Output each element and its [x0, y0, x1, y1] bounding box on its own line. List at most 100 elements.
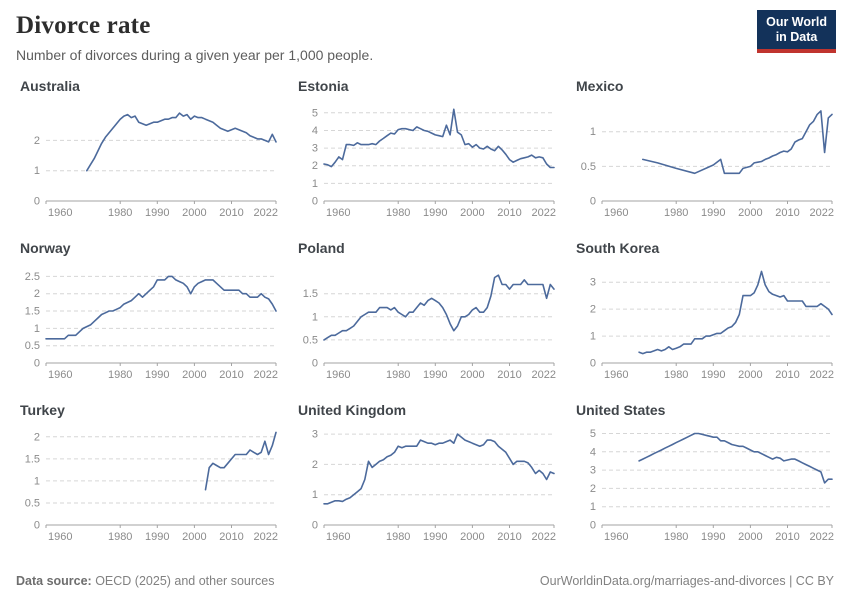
trend-line [638, 270, 833, 355]
x-tick-label: 1960 [48, 531, 72, 543]
y-tick-label: 1.5 [303, 288, 318, 300]
chart-title: Poland [298, 240, 345, 256]
trend-line [323, 433, 555, 505]
x-tick-label: 1960 [604, 207, 628, 219]
trend-line [204, 431, 277, 491]
y-tick-label: 1 [590, 501, 596, 513]
x-tick-label: 2022 [532, 369, 556, 381]
x-tick-label: 2000 [738, 207, 762, 219]
chart-title: Estonia [298, 78, 349, 94]
x-tick-label: 2000 [738, 531, 762, 543]
x-tick-label: 2022 [254, 207, 278, 219]
x-tick-label: 1980 [386, 531, 410, 543]
y-tick-label: 1.5 [25, 453, 40, 465]
chart-canvas: 0 1 2 3 1960 1980 1990 2000 2010 2022 [312, 429, 556, 543]
x-tick-label: 1990 [701, 207, 725, 219]
x-tick-label: 2010 [775, 369, 799, 381]
data-source-note: Data source: OECD (2025) and other sourc… [16, 574, 274, 588]
y-tick-label: 0 [590, 358, 596, 370]
x-tick-label: 1990 [423, 207, 447, 219]
x-tick-label: 1960 [48, 207, 72, 219]
data-source-label: Data source: [16, 574, 92, 588]
chart-canvas: 0 1 2 3 4 5 1960 1980 1990 2000 2010 2022 [312, 107, 556, 219]
y-tick-label: 0 [34, 358, 40, 370]
y-tick-label: 2 [34, 135, 40, 147]
x-tick-label: 2010 [219, 369, 243, 381]
trend-line [638, 432, 833, 484]
page-title: Divorce rate [16, 12, 151, 39]
x-tick-label: 2010 [775, 531, 799, 543]
chart-footer: Data source: OECD (2025) and other sourc… [16, 574, 834, 588]
chart-canvas: 0 1 2 3 4 5 1960 1980 1990 2000 2010 2022 [590, 428, 834, 543]
x-tick-label: 1990 [145, 531, 169, 543]
owid-logo-line1: Our World [766, 15, 827, 29]
y-tick-label: 0 [34, 520, 40, 532]
chart-title: Mexico [576, 78, 624, 94]
x-tick-label: 2000 [182, 531, 206, 543]
y-tick-label: 1 [590, 126, 596, 138]
x-tick-label: 1990 [145, 207, 169, 219]
x-tick-label: 2022 [810, 207, 834, 219]
trend-line [642, 110, 833, 175]
x-tick-label: 2010 [497, 369, 521, 381]
page-subtitle: Number of divorces during a given year p… [16, 47, 374, 63]
y-tick-label: 0 [312, 520, 318, 532]
x-tick-label: 1990 [145, 369, 169, 381]
y-tick-label: 1 [34, 323, 40, 335]
chart-title: South Korea [576, 240, 660, 256]
chart-cell-poland: Poland 0 0.5 1 1.5 1960 1980 1990 2000 2010 2022 [294, 239, 558, 387]
y-tick-label: 3 [590, 465, 596, 477]
y-tick-label: 0 [590, 196, 596, 208]
owid-logo[interactable]: Our World in Data [757, 10, 836, 53]
x-tick-label: 2022 [532, 531, 556, 543]
chart-header: Divorce rate Number of divorces during a… [0, 0, 850, 63]
y-tick-label: 2 [590, 304, 596, 316]
x-tick-label: 1980 [108, 369, 132, 381]
trend-line [323, 108, 555, 169]
y-tick-label: 0.5 [581, 161, 596, 173]
x-tick-label: 2000 [738, 369, 762, 381]
y-tick-label: 2 [34, 431, 40, 443]
chart-title: Norway [20, 240, 71, 256]
y-tick-label: 2 [34, 288, 40, 300]
y-tick-label: 1 [34, 475, 40, 487]
y-tick-label: 0 [34, 196, 40, 208]
y-tick-label: 1 [34, 165, 40, 177]
owid-url-link[interactable]: OurWorldinData.org/marriages-and-divorce… [539, 574, 834, 588]
x-tick-label: 1960 [326, 369, 350, 381]
x-tick-label: 1980 [664, 531, 688, 543]
y-tick-label: 0 [312, 196, 318, 208]
x-tick-label: 1980 [108, 207, 132, 219]
x-tick-label: 2000 [182, 369, 206, 381]
chart-cell-south-korea: South Korea 0 1 2 3 1960 1980 1990 2000 2010 2022 [572, 239, 836, 387]
x-tick-label: 1990 [423, 531, 447, 543]
chart-canvas: 0 1 2 1960 1980 1990 2000 2010 2022 [34, 112, 278, 219]
chart-title: United States [576, 402, 666, 418]
x-tick-label: 1990 [701, 531, 725, 543]
x-tick-label: 2000 [460, 531, 484, 543]
y-tick-label: 4 [312, 125, 318, 137]
owid-logo-line2: in Data [775, 30, 818, 44]
x-tick-label: 1980 [108, 531, 132, 543]
y-tick-label: 3 [590, 277, 596, 289]
x-tick-label: 2010 [219, 531, 243, 543]
y-tick-label: 2 [312, 459, 318, 471]
chart-canvas: 0 1 2 3 1960 1980 1990 2000 2010 2022 [590, 270, 834, 381]
x-tick-label: 2022 [810, 531, 834, 543]
y-tick-label: 5 [312, 107, 318, 119]
chart-canvas: 0 0.5 1 1960 1980 1990 2000 2010 2022 [581, 110, 834, 219]
x-tick-label: 1990 [701, 369, 725, 381]
y-tick-label: 2 [590, 483, 596, 495]
chart-cell-australia: Australia 0 1 2 1960 1980 1990 2000 2010 2022 [16, 77, 280, 225]
chart-cell-mexico: Mexico 0 0.5 1 1960 1980 1990 2000 2010 2022 [572, 77, 836, 225]
trend-line [45, 275, 277, 340]
y-tick-label: 2 [312, 160, 318, 172]
chart-cell-norway: Norway 0 0.5 1 1.5 2 2.5 1960 1980 1990 2000 2010 2… [16, 239, 280, 387]
chart-canvas: 0 0.5 1 1.5 2 1960 1980 1990 2000 2010 2022 [25, 431, 278, 543]
y-tick-label: 5 [590, 428, 596, 440]
x-tick-label: 2010 [775, 207, 799, 219]
x-tick-label: 2022 [532, 207, 556, 219]
chart-canvas: 0 0.5 1 1.5 1960 1980 1990 2000 2010 2022 [303, 274, 556, 381]
x-tick-label: 1960 [48, 369, 72, 381]
y-tick-label: 0 [312, 358, 318, 370]
